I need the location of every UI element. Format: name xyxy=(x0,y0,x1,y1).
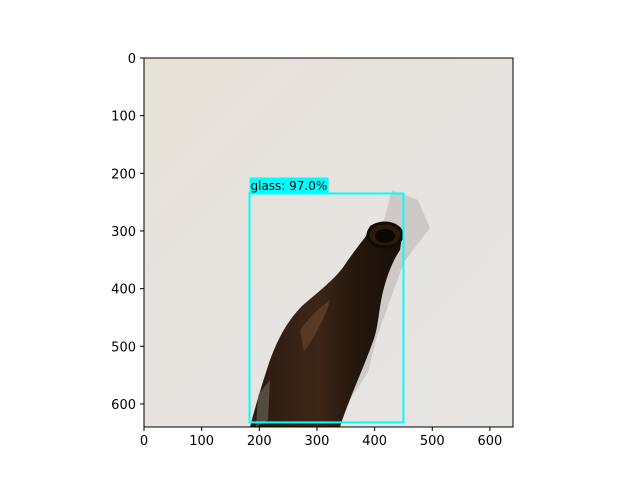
bottle-mouth-inner xyxy=(375,229,395,243)
bottle-highlight xyxy=(300,300,330,352)
y-tick-label: 400 xyxy=(111,283,136,298)
y-tick-label: 100 xyxy=(111,110,136,125)
y-tick-label: 200 xyxy=(111,167,136,182)
axes-frame xyxy=(143,57,514,428)
photo xyxy=(144,58,513,427)
y-tick-label: 0 xyxy=(128,52,136,67)
y-tick-label: 500 xyxy=(111,340,136,355)
bottle-label-edge xyxy=(256,380,270,427)
detection-label-background xyxy=(249,177,329,194)
y-tick-label: 300 xyxy=(111,225,136,240)
detection-label: glass: 97.0% xyxy=(251,179,328,193)
bottle-glass xyxy=(250,221,402,427)
x-tick-label: 500 xyxy=(420,434,445,449)
x-tick-label: 0 xyxy=(140,434,148,449)
x-tick-label: 300 xyxy=(305,434,330,449)
x-tick-label: 600 xyxy=(478,434,503,449)
x-tick-label: 200 xyxy=(247,434,272,449)
detections-layer: glass: 97.0% xyxy=(248,177,405,424)
bottle xyxy=(250,221,404,427)
y-tick-label: 600 xyxy=(111,398,136,413)
x-axis: 0 100 200 300 400 500 600 xyxy=(140,427,502,449)
x-tick-label: 400 xyxy=(362,434,387,449)
y-axis: 0 100 200 300 400 500 600 xyxy=(111,52,144,413)
x-tick-label: 100 xyxy=(189,434,214,449)
